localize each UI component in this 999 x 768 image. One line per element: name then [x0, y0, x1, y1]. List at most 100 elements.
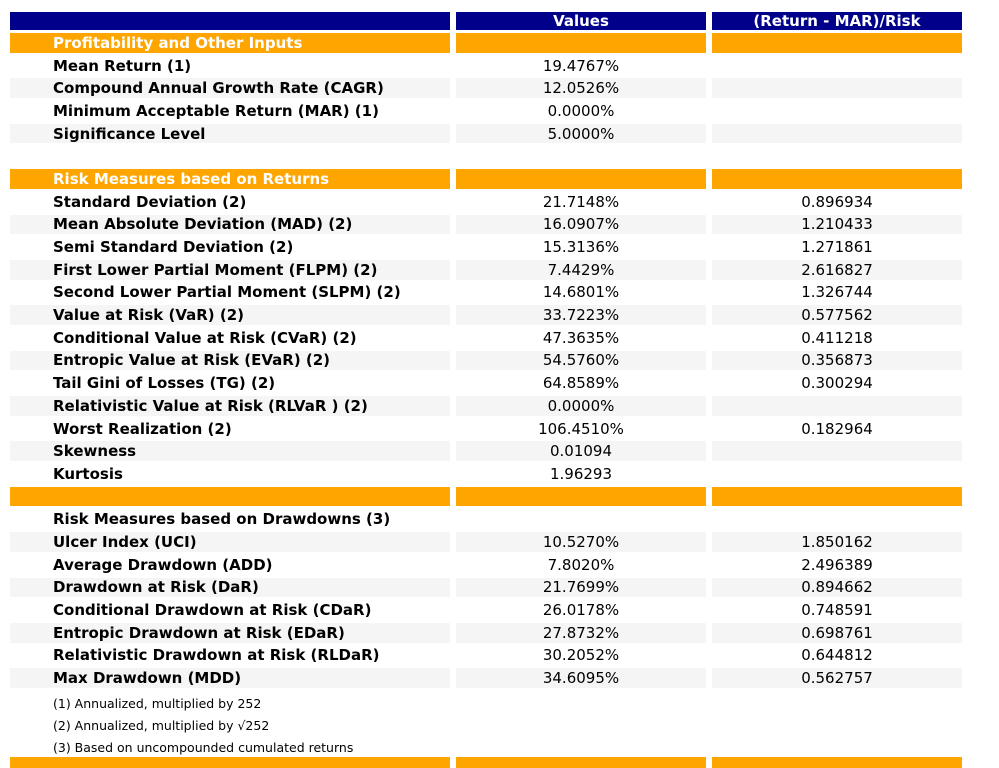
orange-divider-row — [10, 486, 962, 507]
row-value: 10.5270% — [456, 532, 706, 552]
row-value — [456, 169, 706, 189]
row-label: Average Drawdown (ADD) — [53, 555, 273, 574]
row-ratio — [712, 146, 962, 166]
row-ratio: 0.300294 — [801, 374, 873, 393]
footnote: (1) Annualized, multiplied by 252 — [53, 695, 262, 711]
header-cell-return-mar-risk: (Return - MAR)/Risk — [712, 12, 962, 30]
row-ratio — [712, 169, 962, 189]
footnote: (2) Annualized, multiplied by √252 — [53, 717, 270, 733]
bottom-section-divider-bar — [10, 757, 962, 768]
row-value: 27.8732% — [456, 622, 706, 643]
row-ratio — [712, 56, 962, 76]
table-row: Skewness 0.01094 — [10, 441, 962, 462]
table-row: Mean Return (1) 19.4767% — [10, 56, 962, 76]
row-value: 0.0000% — [456, 396, 706, 416]
row-label: Max Drawdown (MDD) — [10, 668, 450, 688]
row-label: Kurtosis — [53, 464, 123, 483]
row-label: Risk Measures based on Returns — [10, 169, 450, 189]
row-value: 12.0526% — [456, 78, 706, 99]
row-value: 33.7223% — [456, 305, 706, 325]
bottom-divider-segment — [456, 757, 706, 768]
row-ratio — [712, 486, 962, 507]
row-value: 14.6801% — [542, 283, 620, 302]
row-ratio — [712, 123, 962, 144]
table-row: Max Drawdown (MDD) 34.6095% 0.562757 — [10, 668, 962, 688]
row-label: Conditional Drawdown at Risk (CDaR) — [53, 601, 372, 620]
row-value: 19.4767% — [542, 56, 620, 75]
bottom-divider-segment — [712, 757, 962, 768]
table-row: Entropic Value at Risk (EVaR) (2) 54.5760… — [10, 350, 962, 371]
row-value: 1.96293 — [549, 464, 613, 483]
row-label: Semi Standard Deviation (2) — [53, 238, 294, 257]
row-ratio — [712, 464, 962, 484]
table-row: Compound Annual Growth Rate (CAGR) 12.052… — [10, 78, 962, 99]
table-row: Standard Deviation (2) 21.7148% 0.896934 — [10, 192, 962, 212]
row-label — [10, 146, 450, 166]
header-cell-values: Values — [456, 12, 706, 30]
row-value: 34.6095% — [456, 668, 706, 688]
row-label: Tail Gini of Losses (TG) (2) — [53, 374, 276, 393]
risk-report-table-wrapper: Values (Return - MAR)/Risk Profitability… — [4, 9, 968, 759]
row-label: Entropic Drawdown at Risk (EDaR) — [10, 622, 450, 643]
section-header-row: Profitability and Other Inputs — [10, 33, 962, 53]
row-ratio — [712, 78, 962, 99]
row-ratio: 0.356873 — [712, 350, 962, 371]
row-value: 7.4429% — [456, 259, 706, 280]
row-ratio: 1.271861 — [801, 238, 873, 257]
row-label: Significance Level — [10, 123, 450, 144]
footnote: (3) Based on uncompounded cumulated retu… — [53, 739, 354, 755]
row-label: Mean Return (1) — [53, 56, 192, 75]
row-ratio: 2.496389 — [801, 555, 873, 574]
row-value — [456, 146, 706, 166]
row-ratio — [712, 441, 962, 462]
row-ratio — [712, 509, 962, 529]
blank-spacer-row — [10, 146, 962, 166]
table-row: Value at Risk (VaR) (2) 33.7223% 0.577562 — [10, 305, 962, 325]
row-label: Mean Absolute Deviation (MAD) (2) — [10, 214, 450, 235]
row-label: Entropic Value at Risk (EVaR) (2) — [10, 350, 450, 371]
row-label: Relativistic Value at Risk (RLVaR ) (2) — [10, 396, 450, 416]
footnotes: (1) Annualized, multiplied by 252 (2) Ann… — [53, 693, 968, 759]
row-label: Value at Risk (VaR) (2) — [10, 305, 450, 325]
table-row: Ulcer Index (UCI) 10.5270% 1.850162 — [10, 532, 962, 552]
row-label: Second Lower Partial Moment (SLPM) (2) — [53, 283, 401, 302]
row-ratio: 0.896934 — [801, 192, 873, 211]
table-row: Average Drawdown (ADD) 7.8020% 2.496389 — [10, 555, 962, 575]
row-ratio — [712, 396, 962, 416]
row-ratio: 0.698761 — [712, 622, 962, 643]
header-cell-empty — [10, 12, 450, 30]
row-label: Minimum Acceptable Return (MAR) (1) — [53, 101, 379, 120]
row-label: Risk Measures based on Drawdowns (3) — [53, 510, 391, 529]
table-row: Relativistic Drawdown at Risk (RLDaR) 30.… — [10, 646, 962, 666]
row-value: 64.8589% — [542, 374, 620, 393]
row-ratio: 0.748591 — [801, 601, 873, 620]
row-value: 7.8020% — [547, 555, 615, 574]
table-row: Entropic Drawdown at Risk (EDaR) 27.8732%… — [10, 622, 962, 643]
table-row: Drawdown at Risk (DaR) 21.7699% 0.894662 — [10, 577, 962, 598]
table-row: Conditional Drawdown at Risk (CDaR) 26.01… — [10, 600, 962, 620]
row-ratio: 1.326744 — [801, 283, 873, 302]
table-row: Minimum Acceptable Return (MAR) (1) 0.000… — [10, 101, 962, 121]
table-row: Worst Realization (2) 106.4510% 0.182964 — [10, 419, 962, 439]
row-ratio: 2.616827 — [712, 259, 962, 280]
row-value — [456, 486, 706, 507]
row-value: 0.0000% — [547, 101, 615, 120]
row-ratio — [712, 101, 962, 121]
bottom-divider-segment — [10, 757, 450, 768]
table-row: Conditional Value at Risk (CVaR) (2) 47.3… — [10, 328, 962, 348]
row-label: Relativistic Drawdown at Risk (RLDaR) — [53, 646, 380, 665]
section-header-row: Risk Measures based on Drawdowns (3) — [10, 509, 962, 529]
table-row: Semi Standard Deviation (2) 15.3136% 1.271… — [10, 237, 962, 257]
row-label: Skewness — [10, 441, 450, 462]
row-label: Conditional Value at Risk (CVaR) (2) — [53, 328, 357, 347]
table-row: Significance Level 5.0000% — [10, 123, 962, 144]
row-value: 15.3136% — [542, 238, 620, 257]
row-value: 21.7699% — [456, 577, 706, 598]
row-ratio — [712, 33, 962, 53]
row-value: 47.3635% — [542, 328, 620, 347]
row-ratio: 0.644812 — [801, 646, 873, 665]
row-ratio: 1.210433 — [712, 214, 962, 235]
row-value: 21.7148% — [542, 192, 620, 211]
row-label: Ulcer Index (UCI) — [10, 532, 450, 552]
